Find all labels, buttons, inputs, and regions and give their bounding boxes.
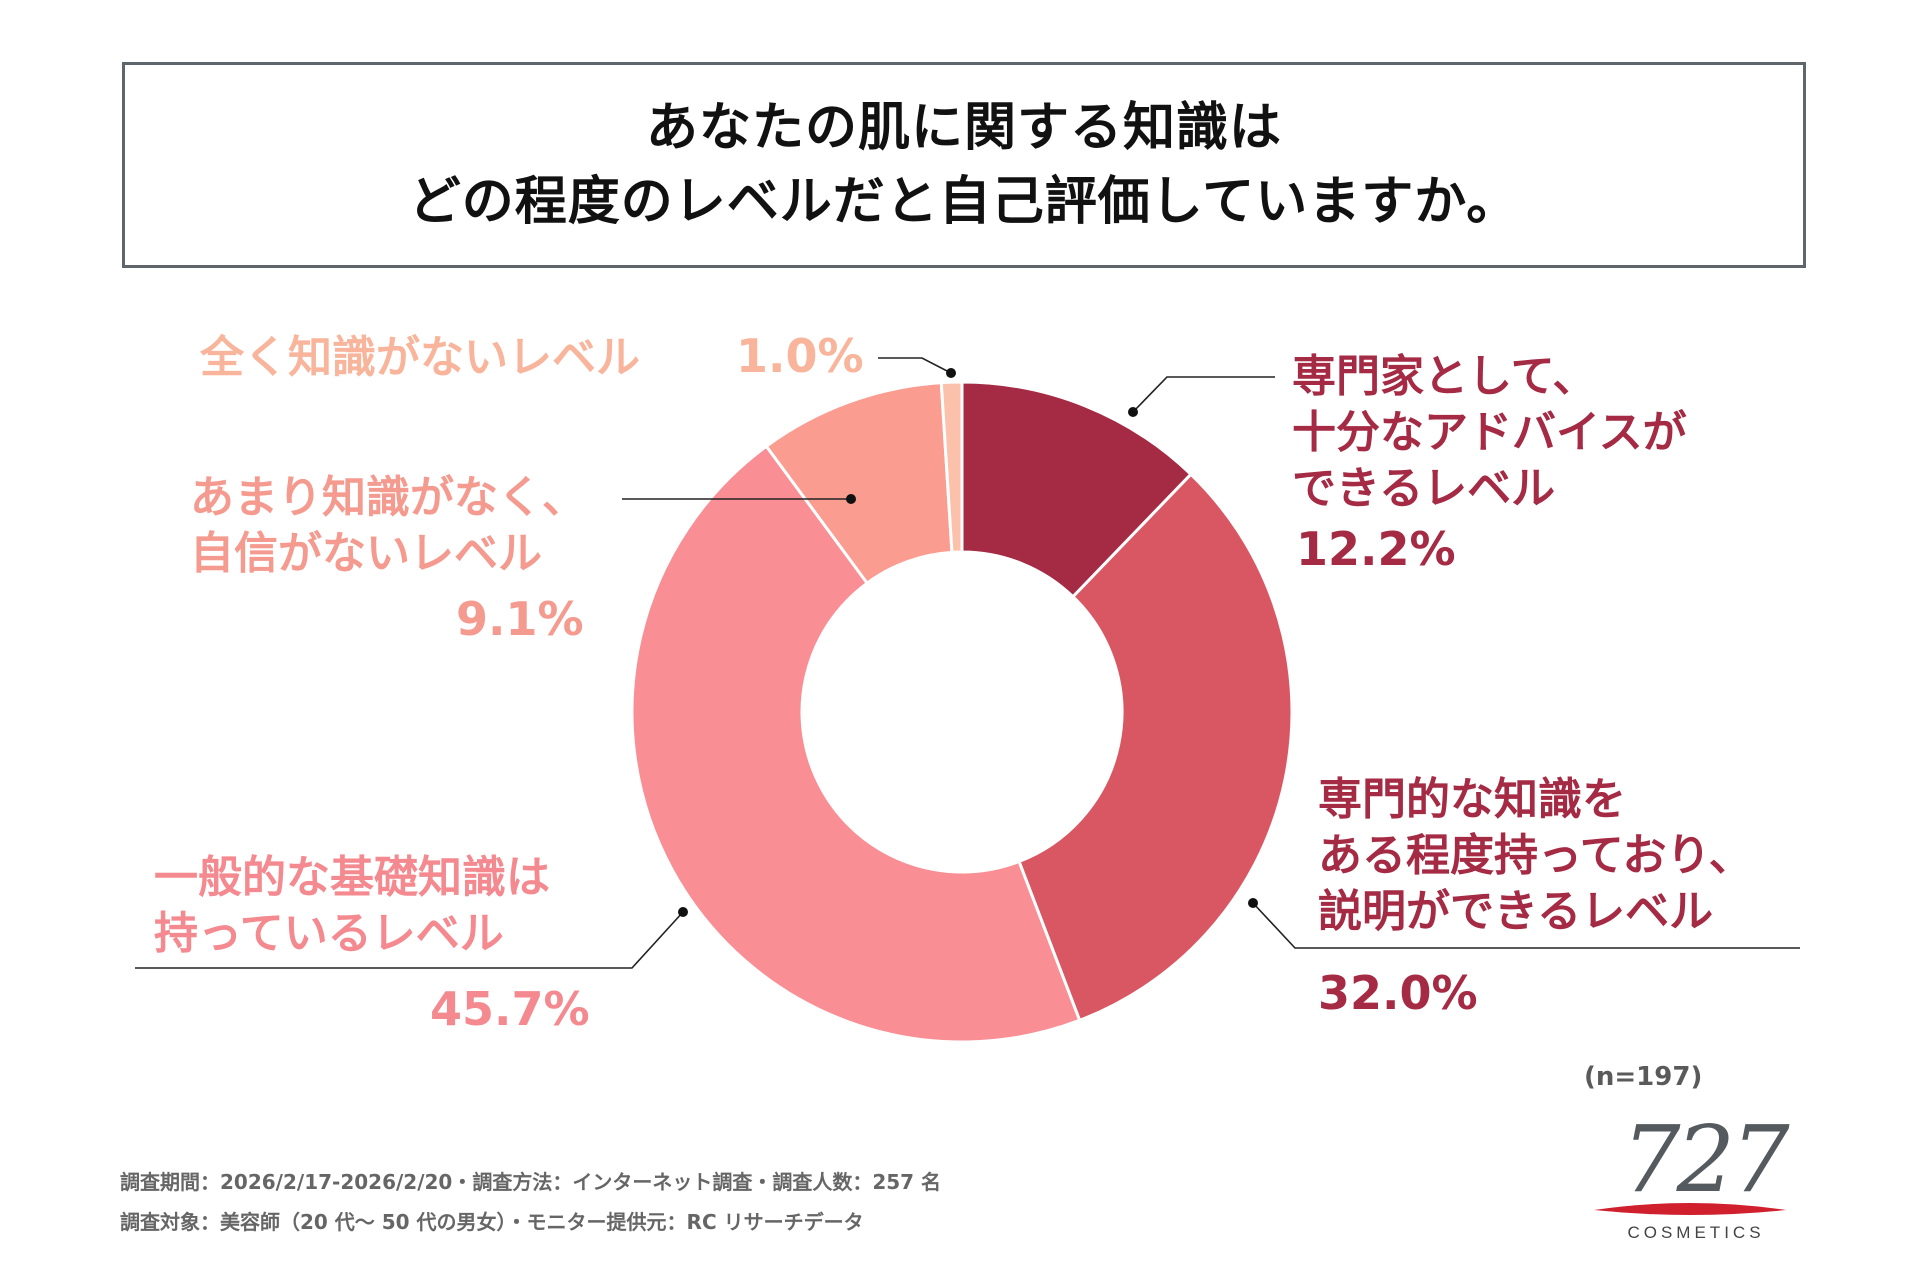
label-expert-line2: 十分なアドバイスが [1292, 407, 1687, 458]
slice-considerable [1017, 472, 1294, 1023]
value-expert: 12.2% [1296, 522, 1456, 576]
logo-swoosh-path [1594, 1203, 1786, 1215]
label-basic-line1: 一般的な基礎知識は [154, 852, 550, 903]
label-considerable-line2: ある程度持っており、 [1318, 830, 1753, 881]
value-little: 9.1% [456, 592, 584, 646]
slice-basic [630, 444, 1082, 1044]
label-expert-line1: 専門家として、 [1292, 351, 1597, 402]
chart-title-line1: あなたの肌に関する知識は [645, 98, 1282, 158]
leader-line-basic [135, 911, 684, 969]
label-little-line2: 自信がないレベル [190, 528, 542, 579]
label-none: 全く知識がないレベル [200, 332, 640, 383]
leader-dot-none [946, 368, 956, 378]
label-little: あまり知識がなく、 自信がないレベル [190, 470, 586, 582]
leader-dot-expert [1128, 407, 1138, 417]
logo-727: 727 [1622, 1106, 1790, 1213]
label-little-line1: あまり知識がなく、 [190, 472, 586, 523]
logo-swoosh [1594, 1203, 1786, 1215]
label-basic: 一般的な基礎知識は 持っているレベル [154, 850, 550, 962]
label-considerable: 専門的な知識を ある程度持っており、 説明ができるレベル [1318, 772, 1753, 940]
sample-size: (n=197) [1584, 1062, 1703, 1092]
label-basic-line2: 持っているレベル [154, 908, 504, 959]
label-expert: 専門家として、 十分なアドバイスが できるレベル [1292, 349, 1687, 517]
label-considerable-line3: 説明ができるレベル [1318, 886, 1714, 937]
slice-none [939, 380, 964, 554]
value-considerable: 32.0% [1318, 966, 1478, 1020]
leader-dot-considerable [1248, 898, 1258, 908]
leader-dot-basic [678, 907, 688, 917]
leader-dots [678, 368, 1258, 917]
leader-line-none [878, 357, 952, 374]
donut-slices [630, 380, 1294, 1044]
chart-title-line2: どの程度のレベルだと自己評価していますか。 [408, 172, 1520, 232]
value-none: 1.0% [736, 329, 864, 383]
label-expert-line3: できるレベル [1292, 463, 1556, 514]
footer-survey-period: 調査期間：2026/2/17-2026/2/20・調査方法：インターネット調査・… [120, 1170, 942, 1194]
value-basic: 45.7% [430, 982, 590, 1036]
slice-expert [960, 380, 1194, 599]
leader-line-considerable [1252, 902, 1800, 949]
leader-dot-little [846, 494, 856, 504]
label-considerable-line1: 専門的な知識を [1318, 774, 1626, 825]
logo-cosmetics: COSMETICS [1627, 1223, 1765, 1242]
leader-line-expert [1132, 376, 1275, 413]
footer-survey-target: 調査対象：美容師（20 代～ 50 代の男女）・モニター提供元：RC リサーチデ… [120, 1210, 864, 1234]
title-box: あなたの肌に関する知識は どの程度のレベルだと自己評価していますか。 [122, 62, 1806, 268]
leader-lines [135, 357, 1800, 969]
